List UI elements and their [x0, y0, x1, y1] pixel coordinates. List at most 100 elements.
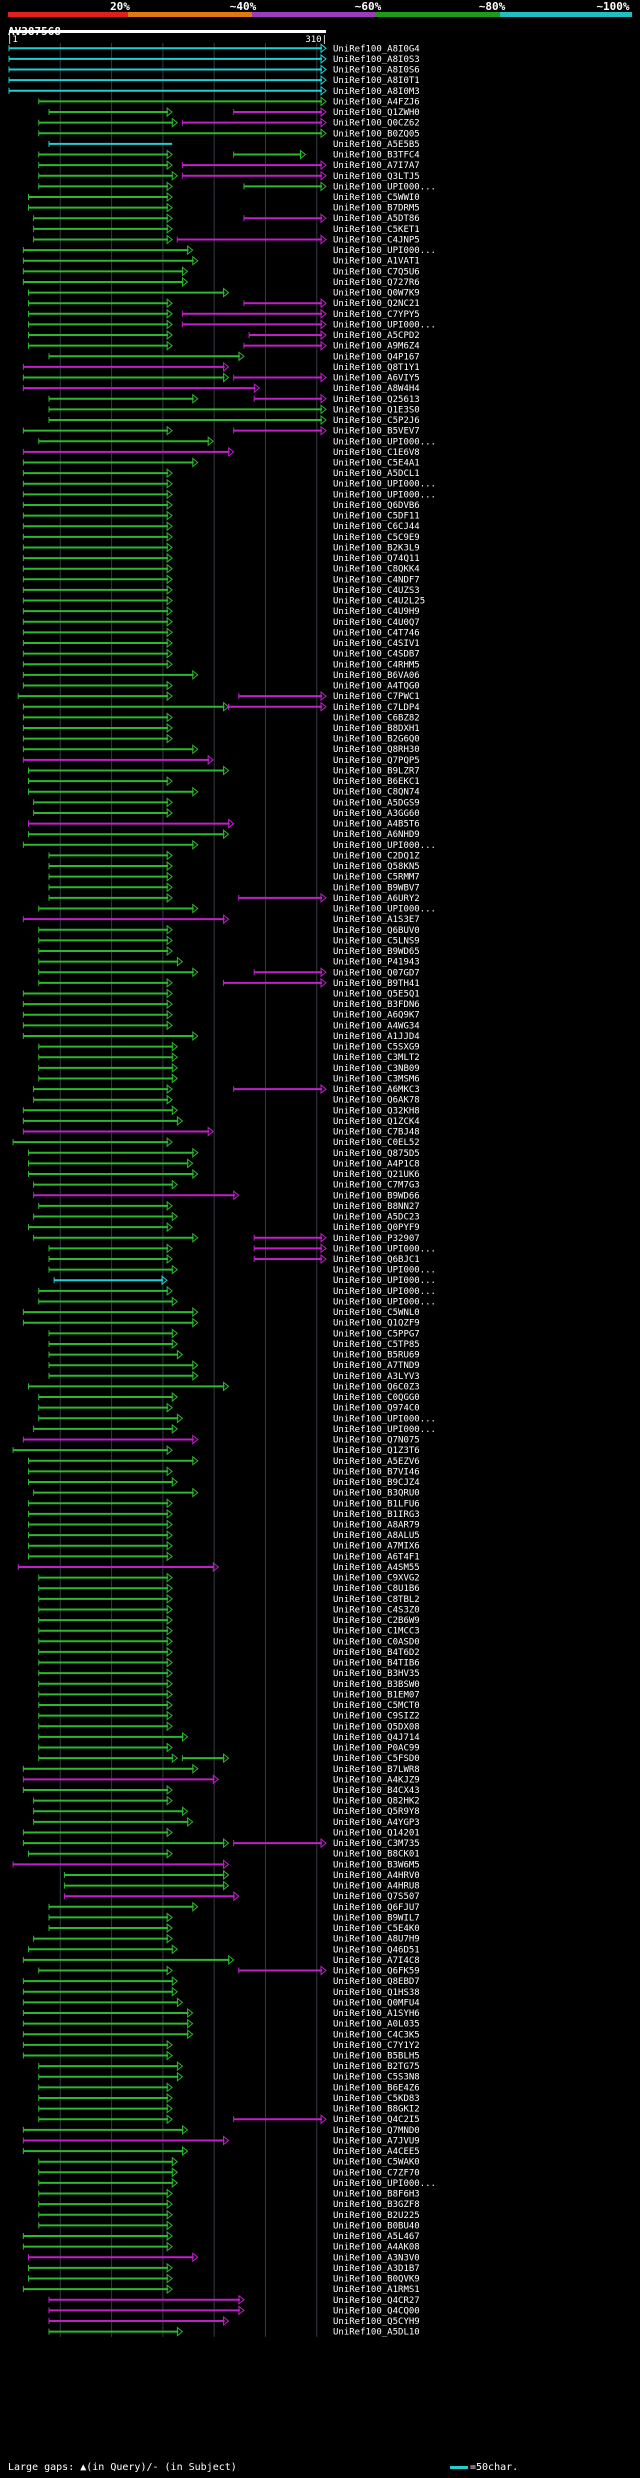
- segment-arrowhead: [166, 542, 173, 553]
- segment-arrowhead: [166, 1222, 173, 1233]
- segment-arrowhead: [223, 2135, 230, 2146]
- hit-label: UniRef100_C4U2L25: [333, 597, 425, 607]
- hit-label: UniRef100_A5DCL1: [333, 469, 420, 479]
- hit-label: UniRef100_A5DC23: [333, 1213, 420, 1223]
- segment-arrowhead: [166, 213, 173, 224]
- hit-label: UniRef100_UPI000...: [333, 1244, 436, 1254]
- segment-arrowhead: [166, 1084, 173, 1095]
- segment-arrowhead: [171, 1476, 179, 1488]
- hit-label: UniRef100_C5WWI0: [333, 193, 420, 203]
- segment-arrowhead: [320, 691, 327, 702]
- hit-label: UniRef100_C4T746: [333, 628, 420, 638]
- hit-label: UniRef100_A8I0T1: [333, 76, 420, 86]
- hit-label: UniRef100_A4KJZ9: [333, 1775, 420, 1785]
- hit-label: UniRef100_B1LFU6: [333, 1499, 420, 1509]
- hit-label: UniRef100_Q974C0: [333, 1404, 420, 1414]
- hit-label: UniRef100_C7BJ48: [333, 1128, 420, 1138]
- hit-label: UniRef100_C8U1B6: [333, 1584, 420, 1594]
- legend-label-40: ~40%: [229, 0, 257, 13]
- segment-arrowhead: [253, 383, 261, 394]
- segment-arrowhead: [176, 1997, 184, 2008]
- hit-label: UniRef100_Q1QZF9: [333, 1319, 420, 1329]
- segment-arrowhead: [192, 1487, 199, 1498]
- hit-label: UniRef100_C3NB09: [333, 1064, 420, 1074]
- segment-arrowhead: [320, 1232, 327, 1243]
- axis-end-label: 310|: [305, 35, 327, 45]
- segment-arrowhead: [182, 1731, 189, 1742]
- segment-arrowhead: [192, 1030, 199, 1042]
- segment-arrowhead: [182, 2146, 189, 2157]
- hit-label: UniRef100_A3LYV3: [333, 1372, 420, 1382]
- hit-label: UniRef100_A7I4C8: [333, 1956, 420, 1966]
- hit-label: UniRef100_Q0CZ62: [333, 119, 420, 129]
- segment-arrowhead: [166, 2230, 173, 2242]
- segment-arrowhead: [171, 1392, 179, 1403]
- segment-arrowhead: [166, 1009, 173, 1020]
- scale-key: =50char.: [450, 2462, 518, 2473]
- segment-arrowhead: [320, 1243, 327, 1254]
- hit-label: UniRef100_B6EKC1: [333, 777, 420, 787]
- hit-label: UniRef100_B8F6H3: [333, 2190, 420, 2200]
- hit-label: UniRef100_A8I0S3: [333, 55, 420, 65]
- segment-arrowhead: [166, 160, 173, 171]
- hit-label: UniRef100_A4YGP3: [333, 1818, 420, 1828]
- hit-label: UniRef100_Q6BJC1: [333, 1255, 420, 1265]
- segment-arrowhead: [166, 1827, 173, 1838]
- segment-arrowhead: [233, 1190, 240, 1201]
- segment-arrowhead: [166, 882, 173, 893]
- hit-label: UniRef100_A1JJD4: [333, 1032, 420, 1042]
- hit-label: UniRef100_C7YPY5: [333, 310, 420, 320]
- hit-label: UniRef100_A4TQG0: [333, 682, 420, 692]
- segment-arrowhead: [320, 330, 327, 341]
- segment-arrowhead: [320, 2114, 327, 2125]
- segment-arrowhead: [166, 106, 173, 118]
- hit-label: UniRef100_B9WIL7: [333, 1913, 420, 1923]
- segment-arrowhead: [166, 1615, 173, 1626]
- segment-arrowhead: [176, 2061, 184, 2072]
- segment-arrowhead: [166, 1519, 173, 1530]
- hit-label: UniRef100_Q2NC21: [333, 299, 420, 309]
- hit-label: UniRef100_Q6DVB6: [333, 501, 420, 511]
- legend-bar-100: [500, 12, 632, 17]
- segment-arrowhead: [166, 489, 173, 500]
- segment-arrowhead: [171, 1328, 179, 1339]
- hit-label: UniRef100_A8AR79: [333, 1520, 420, 1530]
- segment-arrowhead: [166, 1636, 173, 1647]
- segment-arrowhead: [166, 1243, 173, 1254]
- segment-arrowhead: [166, 606, 173, 617]
- segment-arrowhead: [166, 330, 173, 341]
- segment-arrowhead: [223, 829, 230, 840]
- hit-label: UniRef100_B3FDN6: [333, 1000, 420, 1010]
- hit-label: UniRef100_C4UZS3: [333, 586, 420, 596]
- segment-arrowhead: [320, 977, 327, 988]
- hit-label: UniRef100_C4SIV1: [333, 639, 420, 649]
- hit-label: UniRef100_Q46D51: [333, 1945, 420, 1955]
- hit-label: UniRef100_A1VAT1: [333, 257, 420, 267]
- segment-arrowhead: [192, 2252, 199, 2263]
- hit-label: UniRef100_B9LZR7: [333, 766, 420, 776]
- hit-label: UniRef100_C3MLT2: [333, 1053, 420, 1063]
- segment-arrowhead: [166, 1646, 173, 1657]
- segment-arrowhead: [166, 1020, 173, 1031]
- segment-arrowhead: [192, 744, 199, 755]
- segment-arrowhead: [166, 2114, 173, 2125]
- hit-label: UniRef100_A8ALU5: [333, 1531, 420, 1541]
- hit-label: UniRef100_UPI000...: [333, 1425, 436, 1435]
- hit-label: UniRef100_A3D1B7: [333, 2264, 420, 2274]
- segment-arrowhead: [166, 1551, 173, 1562]
- segment-arrowhead: [192, 903, 199, 914]
- hit-label: UniRef100_UPI000...: [333, 182, 436, 192]
- segment-arrowhead: [166, 553, 173, 564]
- hit-label: UniRef100_B8NN27: [333, 1202, 420, 1212]
- hit-label: UniRef100_A6MKC3: [333, 1085, 420, 1095]
- hit-label: UniRef100_Q5R9Y8: [333, 1807, 420, 1817]
- hit-label: UniRef100_B2U225: [333, 2211, 420, 2221]
- hit-label: UniRef100_C8QKK4: [333, 565, 420, 575]
- hit-label: UniRef100_C5LNS9: [333, 936, 420, 946]
- hit-label: UniRef100_Q0PYF9: [333, 1223, 420, 1233]
- segment-arrowhead: [192, 393, 199, 404]
- scale-swatch: [450, 2465, 468, 2469]
- segment-arrowhead: [166, 595, 173, 606]
- segment-arrowhead: [166, 850, 173, 861]
- hit-label: UniRef100_A5DL10: [333, 2328, 420, 2338]
